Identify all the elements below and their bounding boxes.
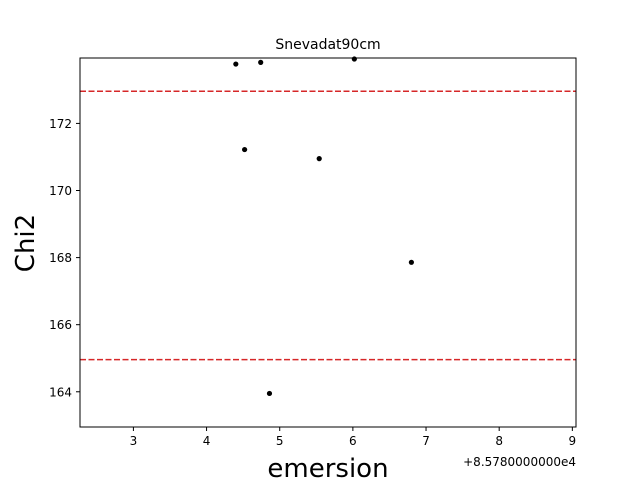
y-tick-label: 172: [49, 117, 72, 131]
data-point-6: [266, 390, 273, 397]
data-point-2: [351, 56, 357, 62]
x-axis-ticks: 3 4 5 6 7 8 9: [130, 427, 577, 448]
y-axis-ticks: 164 166 168 170 172: [49, 117, 80, 399]
x-tick-label: 5: [276, 434, 284, 448]
reference-lines: [80, 90, 576, 361]
data-point-0: [233, 61, 239, 67]
chart-title: Snevadat90cm: [275, 37, 380, 53]
data-points: [233, 56, 414, 397]
x-axis-label: emersion: [267, 454, 388, 480]
x-tick-label: 9: [569, 434, 577, 448]
y-axis-label: Chi2: [11, 214, 41, 272]
x-tick-label: 7: [422, 434, 430, 448]
data-point-1: [258, 59, 264, 65]
y-tick-label: 166: [49, 318, 72, 332]
x-tick-label: 4: [203, 434, 211, 448]
y-tick-label: 164: [49, 385, 72, 399]
data-point-3: [242, 146, 248, 153]
data-point-4: [316, 156, 322, 162]
plot-area: [80, 58, 576, 427]
y-tick-label: 168: [49, 251, 72, 265]
plot-frame: [79, 57, 577, 428]
x-tick-label: 8: [495, 434, 503, 448]
data-point-5: [408, 259, 414, 265]
y-tick-label: 170: [49, 184, 72, 198]
x-axis-offset-label: +8.5780000000e4: [463, 455, 576, 469]
x-tick-label: 3: [130, 434, 138, 448]
x-tick-label: 6: [349, 434, 357, 448]
